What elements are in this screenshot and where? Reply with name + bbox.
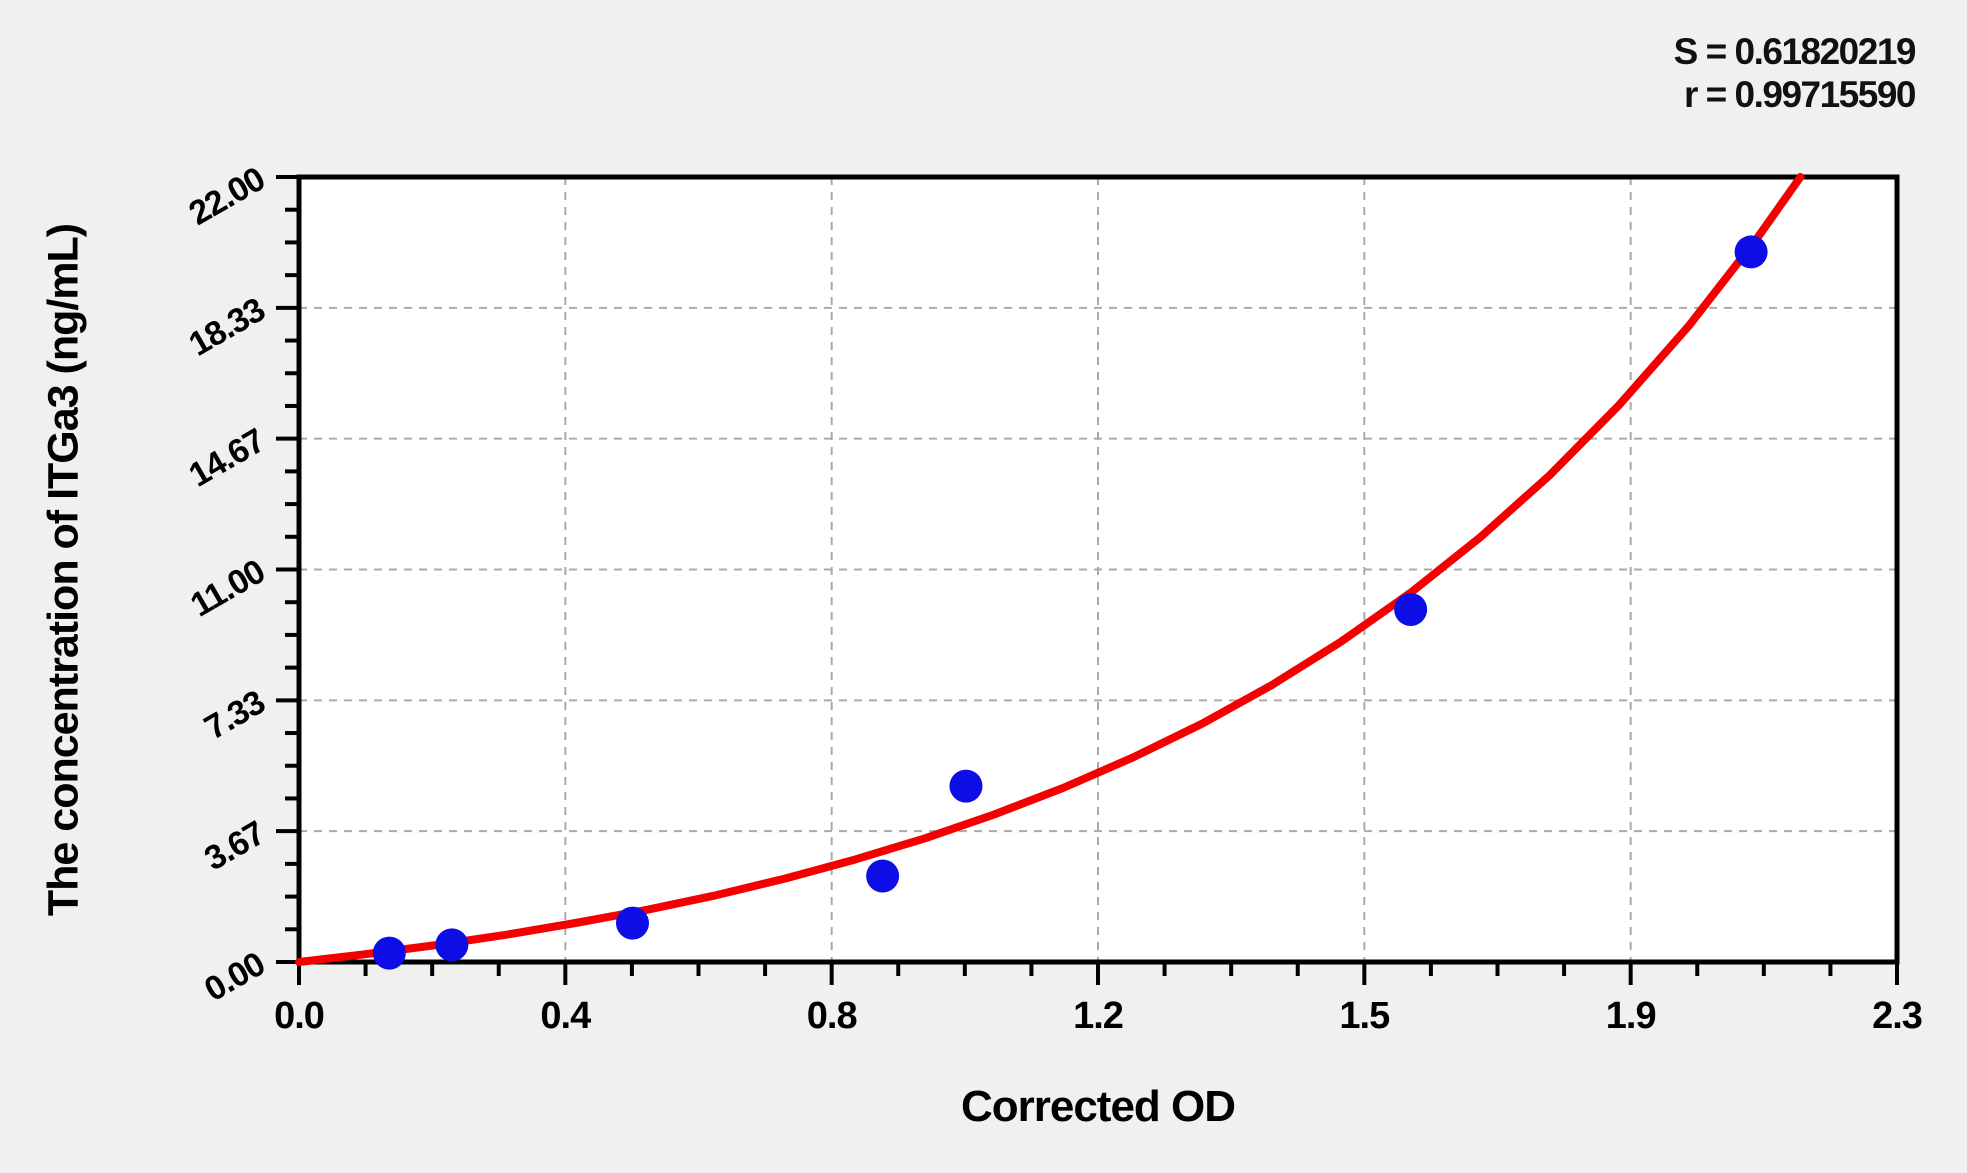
data-point bbox=[866, 859, 900, 893]
data-points bbox=[372, 235, 1768, 970]
data-point bbox=[615, 906, 649, 940]
y-tick-label: 11.00 bbox=[184, 552, 271, 624]
y-axis-title: The concentration of ITGa3 (ng/mL) bbox=[39, 223, 88, 917]
r-value-label: r = 0.99715590 bbox=[1683, 74, 1917, 115]
fitted-curve-line bbox=[295, 173, 1805, 966]
data-point bbox=[1394, 592, 1428, 626]
fit-statistics: S = 0.61820219 r = 0.99715590 bbox=[1673, 30, 1917, 116]
x-tick-label: 0.4 bbox=[540, 995, 591, 1037]
y-tick-label: 18.33 bbox=[183, 291, 271, 364]
x-axis-title: Corrected OD bbox=[960, 1082, 1236, 1131]
y-tick-label: 14.67 bbox=[183, 422, 271, 495]
x-tick-label: 1.5 bbox=[1339, 995, 1390, 1037]
data-point bbox=[1734, 235, 1768, 269]
y-tick-label: 0.00 bbox=[198, 945, 271, 1009]
data-point bbox=[372, 936, 406, 970]
data-point bbox=[435, 928, 469, 962]
x-tick-label: 1.9 bbox=[1606, 995, 1656, 1037]
x-tick-label: 0.8 bbox=[807, 995, 857, 1037]
plot-frame bbox=[296, 174, 1900, 965]
x-tick-label: 1.2 bbox=[1073, 995, 1123, 1037]
y-tick-label: 22.00 bbox=[183, 160, 271, 233]
y-tick-label: 7.33 bbox=[198, 683, 271, 747]
x-tick-label: 0.0 bbox=[274, 995, 324, 1037]
data-point bbox=[949, 769, 983, 803]
s-value-label: S = 0.61820219 bbox=[1673, 31, 1917, 72]
y-tick-label: 3.67 bbox=[198, 814, 271, 878]
x-tick-label: 2.3 bbox=[1872, 995, 1922, 1037]
gridlines bbox=[299, 177, 1897, 962]
